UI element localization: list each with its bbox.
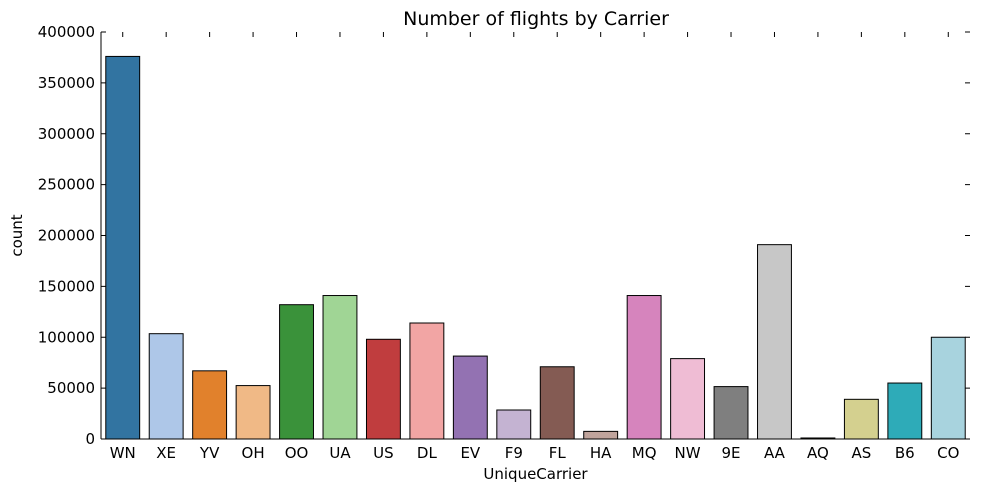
bar-dl <box>409 322 445 440</box>
y-tick-label: 300000 <box>38 125 95 143</box>
bar-fl <box>539 366 575 440</box>
x-axis-label: UniqueCarrier <box>483 465 588 483</box>
x-tick-label: CO <box>937 444 959 462</box>
bar-us <box>365 338 401 440</box>
labels: 0 50000 100000 150000 200000 250000 300000 3500… <box>8 23 959 483</box>
x-tick-label: F9 <box>505 444 523 462</box>
x-tick-label: 9E <box>722 444 741 462</box>
bar-mq <box>626 295 662 440</box>
y-tick-label: 350000 <box>38 74 95 92</box>
bar-yv <box>192 370 228 440</box>
bar-oo <box>279 304 314 440</box>
x-tick-label: OO <box>285 444 309 462</box>
bar-ha <box>583 430 619 440</box>
x-tick-label: UA <box>329 444 351 462</box>
y-tick-label: 400000 <box>38 23 95 41</box>
bar-wn <box>105 55 141 440</box>
bars <box>105 55 966 440</box>
x-tick-label: AS <box>851 444 871 462</box>
bar-aq <box>800 437 836 440</box>
x-tick-label: MQ <box>632 444 657 462</box>
x-tick-label: DL <box>417 444 438 462</box>
x-tick-label: XE <box>156 444 176 462</box>
y-tick-label: 0 <box>85 430 95 448</box>
y-tick-label: 200000 <box>38 227 95 245</box>
axes <box>100 31 970 440</box>
bar-aa <box>757 244 792 440</box>
x-tick-label: YV <box>199 444 220 462</box>
y-axis-label: count <box>8 214 26 256</box>
y-tick-label: 50000 <box>47 379 95 397</box>
bar-as <box>843 398 879 440</box>
y-tick-label: 150000 <box>38 277 95 295</box>
bar-9e <box>713 386 749 440</box>
x-tick-label: US <box>373 444 394 462</box>
x-tick-label: AA <box>764 444 786 462</box>
x-tick-label: OH <box>242 444 265 462</box>
x-tick-label: EV <box>460 444 480 462</box>
bar-nw <box>670 358 706 440</box>
bar-ua <box>322 295 358 440</box>
bar-b6 <box>887 382 923 440</box>
x-tick-label: WN <box>110 444 136 462</box>
x-tick-label: AQ <box>807 444 829 462</box>
chart-title: Number of flights by Carrier <box>403 8 669 30</box>
y-tick-label: 100000 <box>38 328 95 346</box>
x-tick-label: NW <box>675 444 701 462</box>
bar-co <box>930 336 966 440</box>
x-tick-label: FL <box>549 444 567 462</box>
x-tick-label: HA <box>590 444 612 462</box>
y-tick-label: 250000 <box>38 176 95 194</box>
x-tick-label: B6 <box>895 444 915 462</box>
bar-oh <box>235 385 271 440</box>
bar-ev <box>452 355 488 440</box>
bar-xe <box>148 333 184 440</box>
bar-f9 <box>496 409 532 440</box>
